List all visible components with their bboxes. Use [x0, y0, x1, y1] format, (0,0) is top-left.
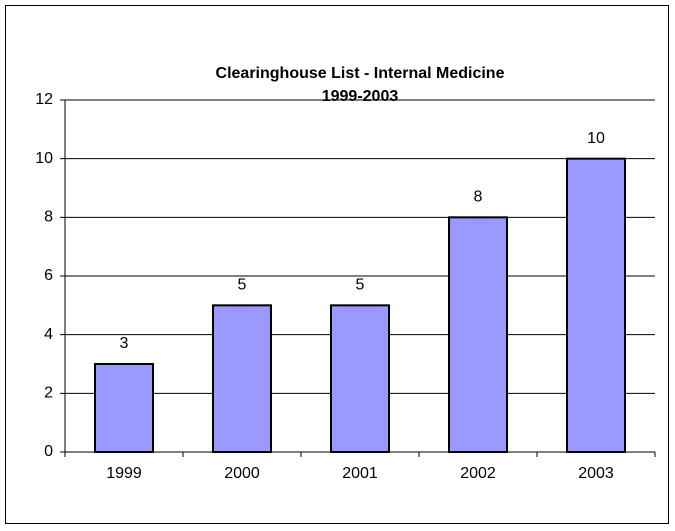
bar [330, 304, 390, 454]
data-label: 10 [587, 130, 605, 147]
data-label: 3 [120, 335, 129, 352]
chart-title: Clearinghouse List - Internal Medicine [216, 65, 505, 82]
y-tick-label: 0 [44, 443, 53, 460]
bar [212, 304, 272, 454]
x-tick-label: 2000 [224, 465, 260, 482]
bar [448, 216, 508, 453]
bar [566, 157, 626, 454]
chart-subtitle: 1999-2003 [322, 88, 399, 105]
y-tick-label: 10 [35, 150, 53, 167]
x-tick-label: 2002 [460, 465, 496, 482]
x-tick-label: 1999 [106, 465, 142, 482]
data-label: 5 [356, 277, 365, 294]
y-tick-label: 4 [44, 326, 53, 343]
y-tick-label: 12 [35, 91, 53, 108]
y-tick-label: 8 [44, 209, 53, 226]
x-tick-label: 2001 [342, 465, 378, 482]
y-tick-label: 6 [44, 267, 53, 284]
data-label: 8 [474, 189, 483, 206]
data-label: 5 [238, 277, 247, 294]
bar [94, 363, 154, 453]
x-tick-label: 2003 [578, 465, 614, 482]
y-tick-label: 2 [44, 385, 53, 402]
